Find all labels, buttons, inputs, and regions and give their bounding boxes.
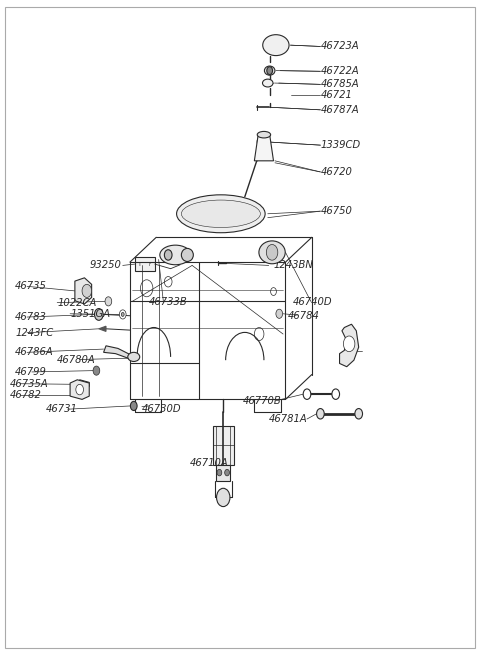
Circle shape xyxy=(95,309,103,320)
Ellipse shape xyxy=(264,66,275,75)
Polygon shape xyxy=(80,380,89,389)
Ellipse shape xyxy=(181,200,260,227)
Text: 46721: 46721 xyxy=(321,90,352,100)
Ellipse shape xyxy=(263,79,273,87)
Text: 46750: 46750 xyxy=(321,206,352,216)
Text: 46730D: 46730D xyxy=(142,404,181,414)
Circle shape xyxy=(82,284,92,297)
Circle shape xyxy=(217,470,222,476)
Circle shape xyxy=(216,488,230,506)
Text: 46710A: 46710A xyxy=(190,458,228,468)
Text: 46782: 46782 xyxy=(10,390,42,400)
Text: 46720: 46720 xyxy=(321,167,352,177)
Circle shape xyxy=(120,310,126,319)
Circle shape xyxy=(225,470,229,476)
Circle shape xyxy=(267,67,273,75)
Text: 46722A: 46722A xyxy=(321,66,359,76)
Ellipse shape xyxy=(128,352,140,362)
Bar xyxy=(211,208,223,220)
Circle shape xyxy=(332,389,339,400)
Text: 46786A: 46786A xyxy=(15,347,54,358)
Polygon shape xyxy=(70,380,89,400)
Polygon shape xyxy=(75,278,92,304)
Text: 46770B: 46770B xyxy=(242,396,281,405)
Circle shape xyxy=(121,312,124,316)
Polygon shape xyxy=(104,346,131,359)
Bar xyxy=(194,208,206,220)
Text: 46723A: 46723A xyxy=(321,41,359,52)
Text: r: r xyxy=(148,261,150,267)
Polygon shape xyxy=(339,324,359,367)
Circle shape xyxy=(303,389,311,400)
Text: 46799: 46799 xyxy=(15,367,47,377)
Text: 46787A: 46787A xyxy=(321,105,359,115)
Circle shape xyxy=(343,336,355,352)
Text: 93250: 93250 xyxy=(89,261,121,271)
Bar xyxy=(135,257,155,271)
Text: 46785A: 46785A xyxy=(321,79,359,89)
Text: 46735A: 46735A xyxy=(10,379,49,388)
Text: 46784: 46784 xyxy=(288,310,320,321)
Bar xyxy=(213,426,234,465)
Circle shape xyxy=(131,402,137,411)
Text: 46740D: 46740D xyxy=(293,297,332,307)
Circle shape xyxy=(93,366,100,375)
Text: 1243FC: 1243FC xyxy=(15,328,53,338)
Text: 46735: 46735 xyxy=(15,282,47,291)
Ellipse shape xyxy=(259,241,285,264)
Circle shape xyxy=(317,409,324,419)
Circle shape xyxy=(257,136,266,148)
Ellipse shape xyxy=(263,35,289,56)
Text: 46780A: 46780A xyxy=(57,354,96,365)
Text: 1351GA: 1351GA xyxy=(70,309,110,319)
Ellipse shape xyxy=(181,248,193,261)
Text: 46781A: 46781A xyxy=(269,414,308,424)
Text: 46733B: 46733B xyxy=(149,297,188,307)
Ellipse shape xyxy=(257,132,271,138)
Circle shape xyxy=(105,297,112,306)
Bar xyxy=(245,208,257,220)
Text: 46731: 46731 xyxy=(46,404,78,414)
Text: 1243BN: 1243BN xyxy=(274,261,313,271)
Text: 46783: 46783 xyxy=(15,312,47,322)
Circle shape xyxy=(164,250,172,260)
Text: 1339CD: 1339CD xyxy=(321,140,360,150)
Ellipse shape xyxy=(160,245,191,265)
Circle shape xyxy=(355,409,362,419)
Text: 1022CA: 1022CA xyxy=(57,297,96,308)
Polygon shape xyxy=(99,326,106,331)
Text: T: T xyxy=(138,261,142,267)
Polygon shape xyxy=(254,135,274,161)
Bar xyxy=(228,208,240,220)
Ellipse shape xyxy=(177,195,265,233)
Bar xyxy=(216,465,230,481)
Circle shape xyxy=(76,384,84,395)
Circle shape xyxy=(266,244,278,260)
Circle shape xyxy=(276,309,283,318)
